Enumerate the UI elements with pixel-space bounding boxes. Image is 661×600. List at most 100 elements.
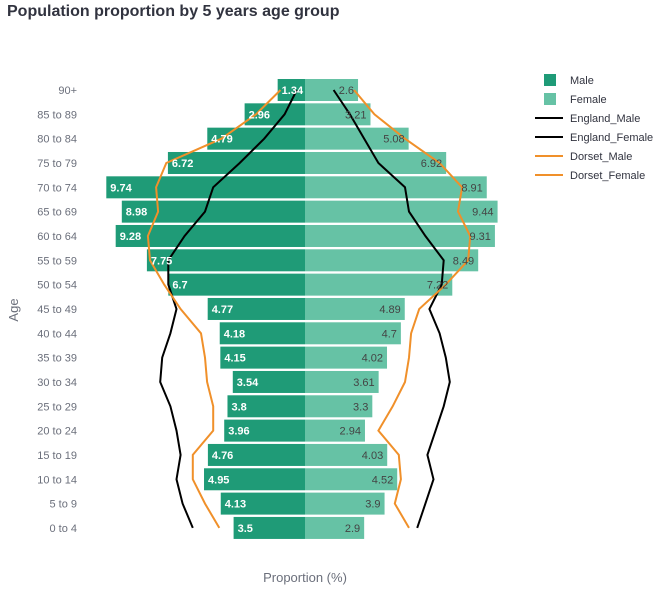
female-bar	[305, 297, 405, 320]
male-bar	[224, 419, 305, 442]
y-tick-label: 35 to 39	[37, 353, 77, 365]
female-bar	[305, 200, 498, 223]
male-bar	[207, 297, 305, 320]
y-axis-label: Age	[6, 298, 21, 321]
female-bar	[305, 176, 487, 199]
female-value-label: 9.44	[472, 207, 493, 219]
male-bar	[244, 103, 305, 126]
male-bar	[207, 127, 305, 150]
male-bar	[232, 370, 305, 393]
male-bar	[220, 492, 305, 515]
male-value-label: 9.74	[110, 182, 132, 194]
female-bar	[305, 468, 398, 491]
male-value-label: 6.7	[172, 280, 187, 292]
male-value-label: 4.95	[208, 474, 229, 486]
female-bar	[305, 249, 479, 272]
female-value-label: 8.49	[453, 255, 474, 267]
male-bar	[115, 224, 305, 247]
female-value-label: 2.6	[339, 85, 354, 97]
female-value-label: 3.9	[365, 499, 380, 511]
y-tick-label: 10 to 14	[37, 474, 77, 486]
male-value-label: 4.13	[225, 499, 246, 511]
male-bar	[233, 516, 305, 539]
legend-label: Female	[570, 94, 607, 106]
male-bar	[167, 151, 305, 174]
female-value-label: 9.31	[470, 231, 491, 243]
male-value-label: 3.54	[237, 377, 259, 389]
england-female-line	[332, 89, 451, 529]
england-male-line	[159, 89, 298, 529]
female-bar	[305, 273, 453, 296]
y-tick-label: 85 to 89	[37, 109, 77, 121]
male-value-label: 3.96	[228, 426, 249, 438]
legend-label: England_Female	[570, 132, 653, 144]
female-value-label: 4.7	[382, 328, 397, 340]
y-tick-label: 30 to 34	[37, 377, 77, 389]
male-bar	[277, 79, 305, 101]
legend-label: England_Male	[570, 113, 640, 125]
male-bar	[207, 443, 305, 466]
female-value-label: 8.91	[461, 182, 482, 194]
legend-swatch	[544, 74, 556, 86]
male-bar	[219, 322, 305, 345]
male-value-label: 4.76	[212, 450, 233, 462]
male-value-label: 4.18	[224, 328, 245, 340]
female-bar	[305, 443, 388, 466]
legend-swatch	[544, 93, 556, 105]
legend-label: Dorset_Female	[570, 170, 645, 182]
y-tick-label: 80 to 84	[37, 134, 77, 146]
y-tick-label: 25 to 29	[37, 401, 77, 413]
female-bar	[305, 322, 401, 345]
male-value-label: 3.8	[231, 401, 246, 413]
y-tick-label: 20 to 24	[37, 426, 77, 438]
y-tick-label: 45 to 49	[37, 304, 77, 316]
male-bar	[227, 395, 305, 418]
male-value-label: 4.77	[212, 304, 233, 316]
chart-title: Population proportion by 5 years age gro…	[7, 3, 340, 20]
y-tick-label: 60 to 64	[37, 231, 77, 243]
x-axis-label: Proportion (%)	[263, 570, 347, 585]
female-value-label: 4.02	[362, 353, 383, 365]
female-value-label: 6.92	[421, 158, 442, 170]
female-value-label: 4.03	[362, 450, 383, 462]
male-value-label: 4.79	[211, 134, 232, 146]
male-bar	[220, 346, 305, 369]
male-value-label: 4.15	[224, 353, 245, 365]
male-bar	[204, 468, 305, 491]
legend-label: Dorset_Male	[570, 151, 632, 163]
male-value-label: 9.28	[120, 231, 141, 243]
female-value-label: 4.52	[372, 474, 393, 486]
male-value-label: 1.34	[282, 85, 304, 97]
y-tick-label: 15 to 19	[37, 450, 77, 462]
y-tick-label: 65 to 69	[37, 207, 77, 219]
male-value-label: 8.98	[126, 207, 147, 219]
y-tick-label: 40 to 44	[37, 328, 77, 340]
male-bar	[106, 176, 305, 199]
y-tick-label: 0 to 4	[49, 523, 77, 535]
y-tick-label: 90+	[58, 85, 77, 97]
y-tick-label: 50 to 54	[37, 280, 77, 292]
male-value-label: 6.72	[172, 158, 193, 170]
male-bar	[121, 200, 305, 223]
female-value-label: 7.22	[427, 280, 448, 292]
female-bar	[305, 346, 388, 369]
male-value-label: 7.75	[151, 255, 172, 267]
female-bar	[305, 127, 409, 150]
male-value-label: 2.96	[249, 109, 270, 121]
dorset-female-line	[353, 89, 472, 529]
female-value-label: 3.3	[353, 401, 368, 413]
male-bar	[146, 249, 305, 272]
female-value-label: 2.9	[345, 523, 360, 535]
female-bar	[305, 79, 359, 101]
female-value-label: 5.08	[383, 134, 404, 146]
male-bar	[168, 273, 305, 296]
female-bar	[305, 516, 365, 539]
dorset-male-line	[146, 89, 282, 529]
y-tick-label: 75 to 79	[37, 158, 77, 170]
female-value-label: 3.61	[353, 377, 374, 389]
y-tick-label: 55 to 59	[37, 255, 77, 267]
female-bar	[305, 419, 365, 442]
female-value-label: 3.21	[345, 109, 366, 121]
male-value-label: 3.5	[238, 523, 253, 535]
